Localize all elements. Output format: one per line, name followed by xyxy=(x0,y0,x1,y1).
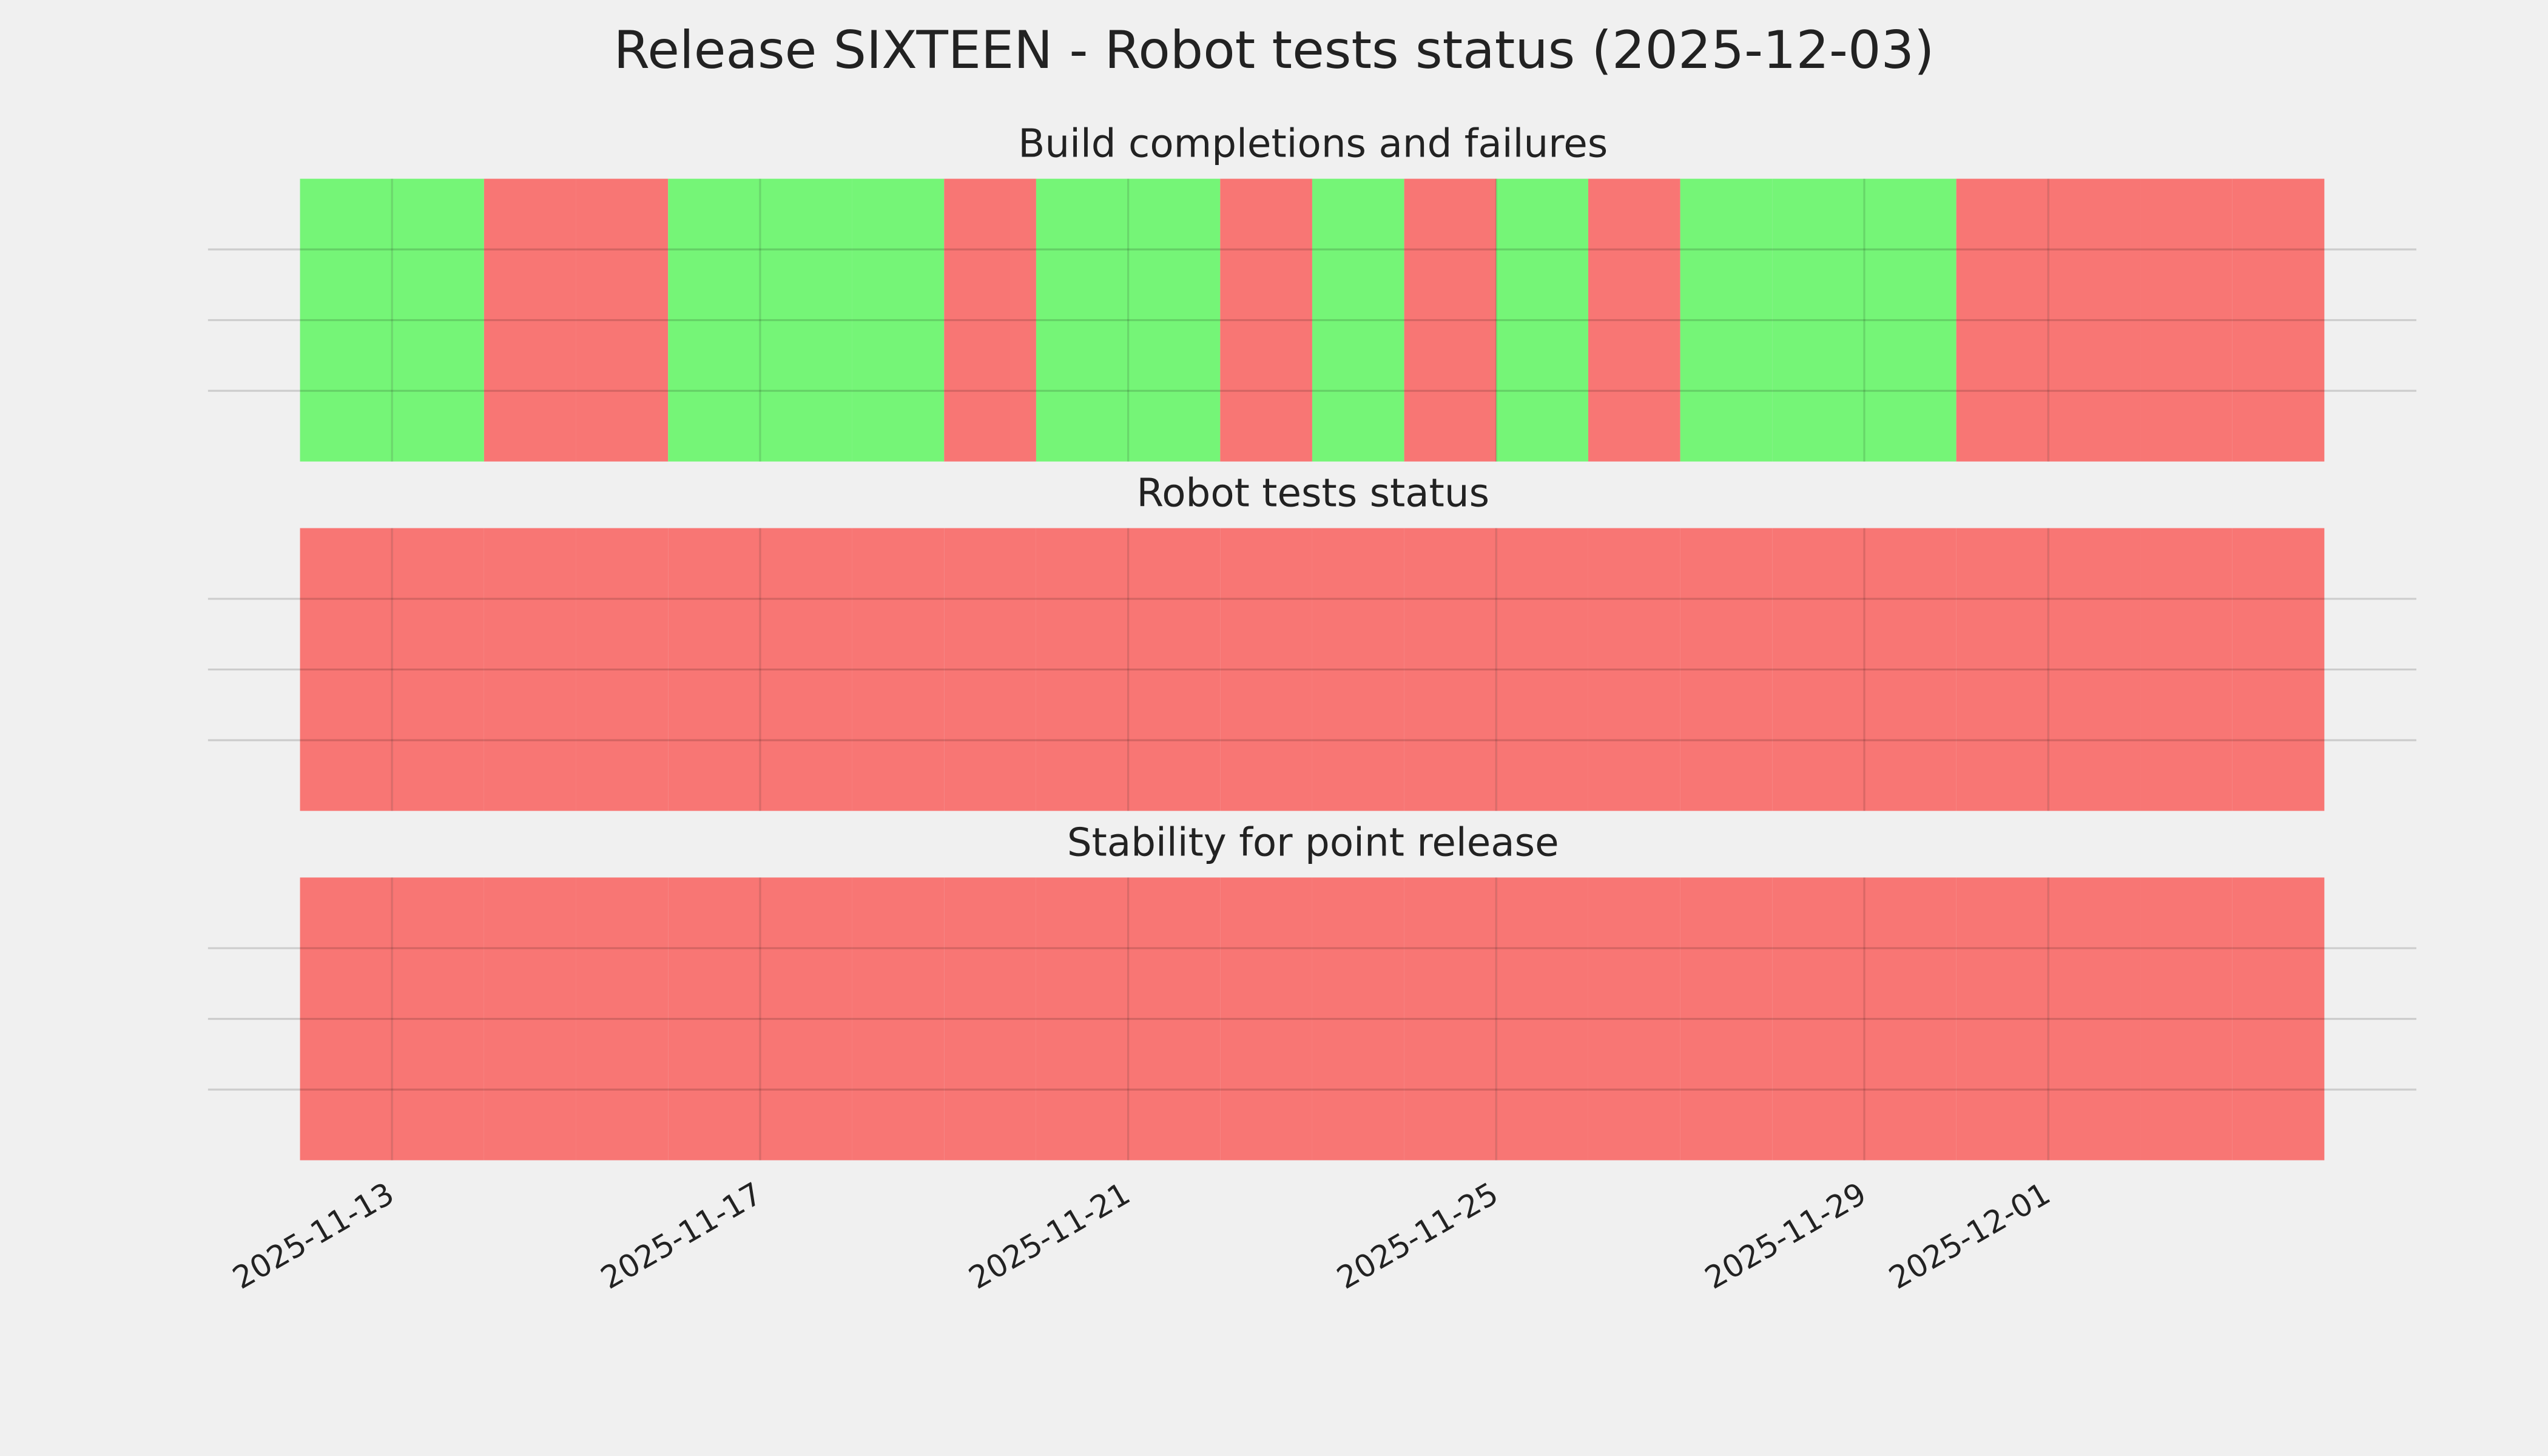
chart-title: Release SIXTEEN - Robot tests status (20… xyxy=(614,20,1935,81)
panel-title: Stability for point release xyxy=(1067,820,1559,865)
status-bar xyxy=(1036,877,1128,1161)
panel-title: Build completions and failures xyxy=(1018,121,1608,167)
status-bar xyxy=(300,178,393,462)
status-bar xyxy=(1772,877,1864,1161)
status-bar xyxy=(1680,528,1773,811)
status-bar xyxy=(760,528,852,811)
status-bar xyxy=(1128,877,1221,1161)
status-bar xyxy=(484,178,576,462)
status-bar xyxy=(2140,528,2233,811)
status-bar xyxy=(1496,877,1588,1161)
status-bar xyxy=(392,178,484,462)
status-bar xyxy=(944,528,1036,811)
status-bar xyxy=(1956,877,2049,1161)
status-bar xyxy=(1312,877,1404,1161)
status-bar xyxy=(1588,877,1680,1161)
status-bar xyxy=(1404,528,1497,811)
status-bar xyxy=(2232,528,2325,811)
status-bar xyxy=(1312,178,1404,462)
status-bar xyxy=(1220,528,1312,811)
status-bar xyxy=(760,877,852,1161)
status-bar xyxy=(1496,528,1588,811)
status-bar xyxy=(1220,877,1312,1161)
status-bar xyxy=(2140,178,2233,462)
panel-title: Robot tests status xyxy=(1136,471,1489,516)
status-bar xyxy=(576,178,669,462)
status-bar xyxy=(1956,178,2049,462)
status-bar xyxy=(2048,178,2141,462)
status-bar xyxy=(852,178,945,462)
status-bar xyxy=(668,178,760,462)
status-bar xyxy=(1864,178,1956,462)
status-bar xyxy=(300,877,393,1161)
status-bar xyxy=(852,528,945,811)
status-bar xyxy=(2048,528,2141,811)
status-bar xyxy=(2048,877,2141,1161)
status-bar xyxy=(2232,877,2325,1161)
status-bar xyxy=(1680,178,1773,462)
status-bar xyxy=(576,528,669,811)
status-bar xyxy=(944,877,1036,1161)
status-bar xyxy=(2140,877,2233,1161)
status-bar xyxy=(1128,528,1221,811)
status-bar xyxy=(852,877,945,1161)
status-bar xyxy=(2232,178,2325,462)
status-bar xyxy=(1220,178,1312,462)
status-bar xyxy=(1496,178,1588,462)
status-bar xyxy=(392,528,484,811)
status-bar xyxy=(668,877,760,1161)
status-bar xyxy=(1772,178,1864,462)
status-bar xyxy=(1036,178,1128,462)
status-bar xyxy=(392,877,484,1161)
status-bar xyxy=(668,528,760,811)
status-bar xyxy=(1036,528,1128,811)
status-bar xyxy=(1588,528,1680,811)
status-bar xyxy=(576,877,669,1161)
status-bar xyxy=(1404,178,1497,462)
status-bar xyxy=(1864,877,1956,1161)
status-bar xyxy=(1864,528,1956,811)
status-bar xyxy=(1128,178,1221,462)
status-bar xyxy=(1680,877,1773,1161)
status-bar xyxy=(1956,528,2049,811)
status-bar xyxy=(484,528,576,811)
status-bar xyxy=(944,178,1036,462)
status-bar xyxy=(300,528,393,811)
status-bar xyxy=(760,178,852,462)
status-bar xyxy=(1772,528,1864,811)
status-bar xyxy=(1312,528,1404,811)
status-bar xyxy=(484,877,576,1161)
status-bar xyxy=(1404,877,1497,1161)
status-bar xyxy=(1588,178,1680,462)
